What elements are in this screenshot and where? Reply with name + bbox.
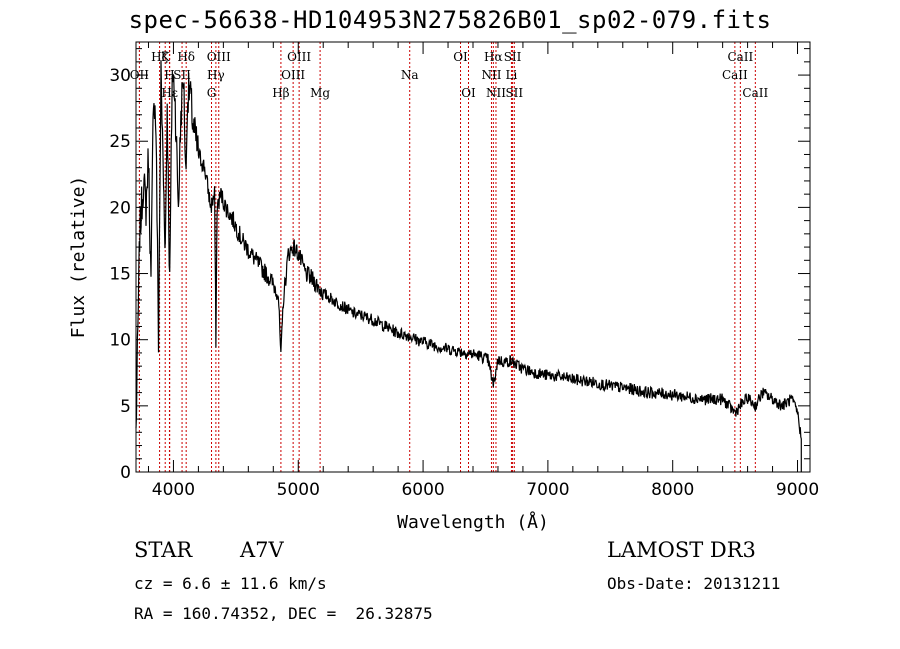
x-axis-label: Wavelength (Å) <box>397 511 549 533</box>
spectral-line-label: G <box>207 86 217 100</box>
spectral-line-label: OIII <box>287 50 311 64</box>
x-tick-label: 9000 <box>776 480 819 500</box>
y-tick-label: 20 <box>109 198 131 218</box>
spectral-line-label: Hβ <box>272 86 289 100</box>
redshift-cz: cz = 6.6 ± 11.6 km/s <box>134 574 327 593</box>
y-axis-ticks: 0 5 10 15 20 25 30 <box>109 48 810 483</box>
y-tick-label: 0 <box>120 463 131 483</box>
spectral-line-label: Hε <box>161 86 178 100</box>
y-tick-label: 5 <box>120 397 131 417</box>
survey-name: LAMOST DR3 <box>607 538 756 562</box>
spectral-line-label: CaII <box>727 50 753 64</box>
x-tick-label: 7000 <box>526 480 569 500</box>
spectral-line-label: Hζ <box>151 50 168 64</box>
x-tick-label: 8000 <box>651 480 694 500</box>
y-tick-label: 30 <box>109 66 131 86</box>
chart-title: spec-56638-HD104953N275826B01_sp02-079.f… <box>128 6 772 34</box>
spectral-line-label: H <box>164 68 174 82</box>
spectral-line-label: CaII <box>722 68 748 82</box>
ra-dec-coordinates: RA = 160.74352, DEC = 26.32875 <box>134 604 433 623</box>
spectral-line-label: OI <box>453 50 468 64</box>
spectral-line-label: SII <box>505 86 523 100</box>
x-axis-ticks: 4000 5000 6000 7000 8000 9000 <box>147 42 819 500</box>
y-tick-label: 25 <box>109 132 131 152</box>
y-axis-label: Flux (relative) <box>68 176 89 339</box>
x-tick-label: 4000 <box>152 480 195 500</box>
spectral-line-label: Li <box>506 68 518 82</box>
plot-frame <box>135 41 811 473</box>
spectral-line-label: K <box>161 50 171 64</box>
spectral-line-label: Hδ <box>177 50 195 64</box>
spectrum-line <box>135 60 802 472</box>
spectral-line-label: Hγ <box>207 68 225 82</box>
spectral-line-label: OIII <box>207 50 231 64</box>
spectral-line-label: SII <box>504 50 522 64</box>
spectral-line-label: SII <box>173 68 191 82</box>
x-tick-label: 6000 <box>401 480 444 500</box>
spectral-line-markers <box>138 42 756 472</box>
spectral-subclass: A7V <box>240 538 284 562</box>
spectral-line-label: Na <box>401 68 419 82</box>
spectral-line-label: NII <box>481 68 501 82</box>
x-tick-label: 5000 <box>277 480 320 500</box>
y-tick-label: 15 <box>109 265 131 285</box>
spectral-line-label: Hα <box>484 50 503 64</box>
y-tick-label: 10 <box>109 331 131 351</box>
spectral-line-label: Mg <box>310 86 330 100</box>
spectral-line-label: NII <box>486 86 506 100</box>
observation-date: Obs-Date: 20131211 <box>607 574 781 593</box>
spectral-line-label: OIII <box>281 68 305 82</box>
spectral-line-label: CaII <box>742 86 768 100</box>
object-type: STAR <box>134 538 193 562</box>
spectral-line-label: OI <box>461 86 476 100</box>
